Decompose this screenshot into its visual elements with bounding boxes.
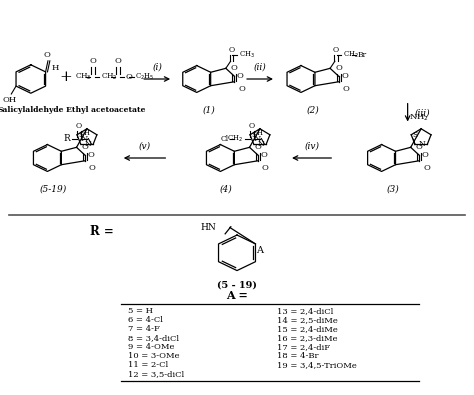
Text: N: N <box>419 141 426 149</box>
Text: O: O <box>89 164 96 172</box>
Text: O: O <box>260 151 267 159</box>
Text: (ii): (ii) <box>254 63 266 72</box>
Text: 19 = 3,4,5-TriOMe: 19 = 3,4,5-TriOMe <box>277 361 357 369</box>
Text: H: H <box>257 130 263 137</box>
Text: CH$_2$: CH$_2$ <box>343 50 359 60</box>
Text: 11 = 2-Cl: 11 = 2-Cl <box>128 361 168 369</box>
Text: 6 = 4-Cl: 6 = 4-Cl <box>128 316 163 324</box>
Text: Salicylaldehyde: Salicylaldehyde <box>0 106 64 114</box>
Text: O: O <box>335 64 342 72</box>
Text: H: H <box>51 64 59 72</box>
Text: 13 = 2,4-diCl: 13 = 2,4-diCl <box>277 307 334 315</box>
Text: 8 = 3,4-diCl: 8 = 3,4-diCl <box>128 334 179 342</box>
Text: O: O <box>126 73 133 81</box>
Text: O: O <box>82 143 89 151</box>
Text: CH$_2$: CH$_2$ <box>227 134 243 144</box>
Text: O: O <box>76 122 82 130</box>
Text: Br: Br <box>357 51 366 59</box>
Text: (iii): (iii) <box>415 108 430 117</box>
Text: O: O <box>255 143 262 151</box>
Text: CH$_2$: CH$_2$ <box>101 72 118 82</box>
Text: HN: HN <box>201 223 217 232</box>
Text: 16 = 2,3-diMe: 16 = 2,3-diMe <box>277 334 338 342</box>
Text: Ethyl acetoacetate: Ethyl acetoacetate <box>66 106 146 114</box>
Text: O: O <box>262 164 269 172</box>
Text: 9 = 4-OMe: 9 = 4-OMe <box>128 343 174 351</box>
Text: O: O <box>237 72 244 80</box>
Text: O: O <box>228 46 235 54</box>
Text: O: O <box>43 51 50 59</box>
Text: 15 = 2,4-diMe: 15 = 2,4-diMe <box>277 325 338 333</box>
Text: S: S <box>79 131 84 139</box>
Text: O: O <box>423 164 430 172</box>
Text: O: O <box>333 46 339 54</box>
Text: (v): (v) <box>138 142 151 151</box>
Text: N: N <box>258 141 264 149</box>
Text: O: O <box>231 64 238 72</box>
Text: O: O <box>90 57 96 65</box>
Text: O: O <box>249 122 255 130</box>
Text: (2): (2) <box>307 106 319 115</box>
Text: (5 - 19): (5 - 19) <box>217 280 257 290</box>
Text: S: S <box>413 131 418 139</box>
Text: A =: A = <box>226 290 248 301</box>
Text: O: O <box>421 151 428 159</box>
Text: N: N <box>254 135 261 143</box>
Text: R =: R = <box>90 225 114 237</box>
Text: 17 = 2,4-diF: 17 = 2,4-diF <box>277 343 330 351</box>
Text: 7 = 4-F: 7 = 4-F <box>128 325 160 333</box>
Text: CH$_3$: CH$_3$ <box>238 50 255 60</box>
Text: (4): (4) <box>220 185 232 194</box>
Text: 5 = H: 5 = H <box>128 307 153 315</box>
Text: CH$_3$: CH$_3$ <box>75 72 91 82</box>
Text: 12 = 3,5-diCl: 12 = 3,5-diCl <box>128 371 184 378</box>
Text: Cl: Cl <box>221 135 229 143</box>
Text: O: O <box>416 143 423 151</box>
Text: 10 = 3-OMe: 10 = 3-OMe <box>128 352 180 360</box>
Text: A: A <box>256 246 263 255</box>
Text: R: R <box>64 134 70 143</box>
Text: S: S <box>252 131 257 139</box>
Text: O: O <box>341 72 348 80</box>
Text: (5-19): (5-19) <box>39 185 67 194</box>
Text: (3): (3) <box>387 185 400 194</box>
Text: (1): (1) <box>202 106 215 115</box>
Text: 18 = 4-Br: 18 = 4-Br <box>277 352 319 360</box>
Text: +: + <box>59 70 72 84</box>
Text: OH: OH <box>3 96 17 104</box>
Text: O: O <box>115 57 121 65</box>
Text: O: O <box>238 85 245 93</box>
Text: O: O <box>342 85 349 93</box>
Text: NH$_2$: NH$_2$ <box>409 112 428 123</box>
Text: H: H <box>84 130 90 137</box>
Text: C$_2$H$_5$: C$_2$H$_5$ <box>135 72 155 82</box>
Text: O: O <box>87 151 94 159</box>
Text: (iv): (iv) <box>304 142 319 151</box>
Text: N: N <box>85 141 91 149</box>
Text: N: N <box>81 135 88 143</box>
Text: 14 = 2,5-diMe: 14 = 2,5-diMe <box>277 316 338 324</box>
Text: (i): (i) <box>152 63 162 72</box>
